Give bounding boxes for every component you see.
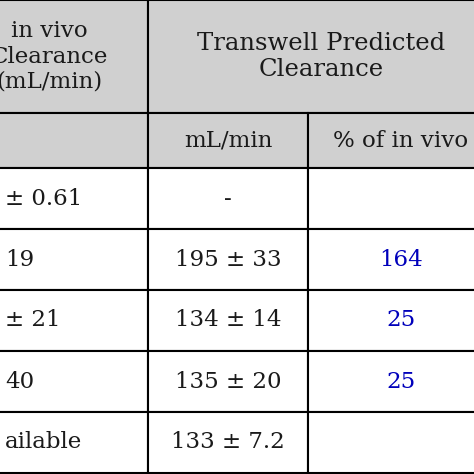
Text: ailable: ailable [5,431,82,454]
Bar [0,113,148,168]
Bar [148,113,308,168]
Text: 135 ± 20: 135 ± 20 [175,371,281,392]
Bar [308,168,474,229]
Bar [0,229,148,290]
Text: 25: 25 [386,371,416,392]
Bar [0,412,148,473]
Bar [0,0,148,113]
Bar [148,412,308,473]
Text: 133 ± 7.2: 133 ± 7.2 [171,431,285,454]
Bar [308,229,474,290]
Bar [308,412,474,473]
Text: 19: 19 [5,248,34,271]
Bar [308,351,474,412]
Bar [148,351,308,412]
Text: -: - [224,188,232,210]
Text: % of in vivo: % of in vivo [333,129,469,152]
Text: mL/min: mL/min [184,129,272,152]
Text: in vivo
Clearance
(mL/min): in vivo Clearance (mL/min) [0,20,108,93]
Bar [0,168,148,229]
Bar [148,168,308,229]
Bar [148,0,474,113]
Text: Transwell Predicted
Clearance: Transwell Predicted Clearance [197,32,445,82]
Text: ± 21: ± 21 [5,310,61,331]
Text: 195 ± 33: 195 ± 33 [175,248,281,271]
Bar [148,229,308,290]
Bar [308,113,474,168]
Bar [0,351,148,412]
Text: 40: 40 [5,371,34,392]
Text: 25: 25 [386,310,416,331]
Bar [0,290,148,351]
Bar [308,290,474,351]
Bar [148,290,308,351]
Text: 134 ± 14: 134 ± 14 [175,310,281,331]
Text: ± 0.61: ± 0.61 [5,188,82,210]
Text: 164: 164 [379,248,423,271]
